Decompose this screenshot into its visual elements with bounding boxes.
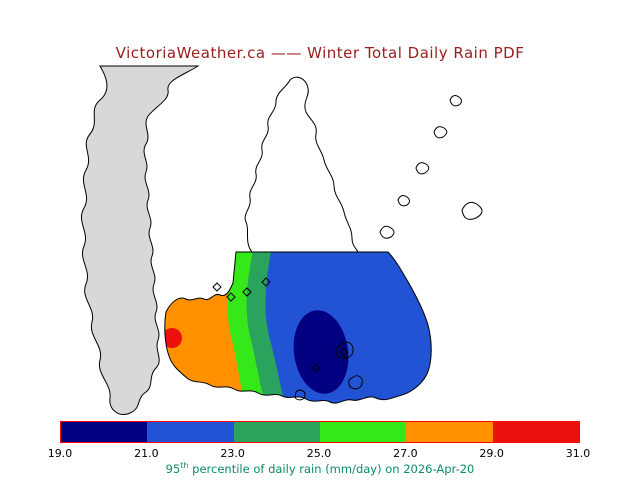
inner-island-outline — [294, 389, 306, 401]
zone-21-23 — [265, 252, 432, 404]
page-title: VictoriaWeather.ca —— Winter Total Daily… — [115, 44, 525, 62]
west-landmass — [80, 65, 200, 415]
islet — [379, 225, 395, 239]
central-peninsula — [244, 76, 359, 253]
colorbar-tick-label: 25.0 — [306, 447, 332, 460]
inner-island-outline — [335, 341, 354, 359]
caption-superscript: th — [180, 461, 189, 470]
colorbar-segment — [406, 422, 493, 442]
islet — [433, 126, 448, 139]
inner-island-outline — [348, 375, 363, 390]
zone-19-21-minimum — [293, 310, 349, 394]
colorbar-ticks: 19.0 21.0 23.0 25.0 27.0 29.0 31.0 — [48, 447, 591, 460]
caption: 95th percentile of daily rain (mm/day) o… — [0, 461, 640, 476]
colorbar-tick-label: 31.0 — [565, 447, 591, 460]
contour-field — [164, 252, 432, 404]
colorbar-segment — [319, 422, 407, 442]
islet — [415, 162, 430, 175]
station-marker — [339, 347, 349, 357]
caption-prefix: 95 — [165, 461, 181, 476]
islet — [397, 195, 410, 207]
colorbar-segment — [61, 422, 148, 442]
islet — [449, 95, 462, 107]
islet — [461, 201, 483, 220]
station-markers — [212, 277, 349, 373]
colorbar-tick-label: 29.0 — [479, 447, 504, 460]
colorbar-tick-label: 27.0 — [393, 447, 418, 460]
caption-rest: percentile of daily rain (mm/day) on 202… — [188, 461, 475, 476]
colorbar-segment — [492, 422, 579, 442]
colorbar — [60, 421, 580, 443]
local-max-spot — [164, 328, 182, 348]
colorbar-tick-label: 21.0 — [134, 447, 159, 460]
colorbar-tick-label: 23.0 — [220, 447, 245, 460]
colorbar-segment — [147, 422, 234, 442]
station-marker — [261, 277, 271, 287]
colorbar-segment — [233, 422, 320, 442]
station-marker — [242, 287, 252, 297]
station-marker — [226, 292, 236, 302]
station-marker — [212, 282, 222, 292]
colorbar-tick-label: 19.0 — [47, 447, 73, 460]
station-marker — [311, 363, 321, 373]
